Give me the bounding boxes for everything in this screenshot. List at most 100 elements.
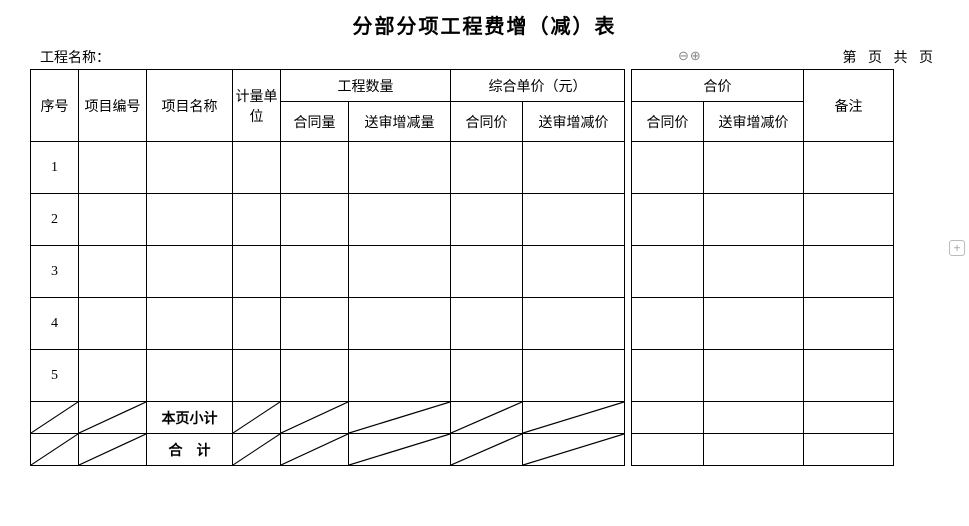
side-plus-icon[interactable]: + (949, 240, 965, 256)
diag-cell (523, 402, 625, 434)
cell (704, 298, 804, 350)
subtotal-label: 本页小计 (147, 402, 233, 434)
cell (704, 350, 804, 402)
cell (281, 246, 349, 298)
cell (704, 246, 804, 298)
page-title: 分部分项工程费增（减）表 (20, 10, 949, 39)
diag-cell (281, 402, 349, 434)
diag-cell (31, 402, 79, 434)
cell (451, 194, 523, 246)
cell (704, 194, 804, 246)
cell (281, 350, 349, 402)
cell (704, 142, 804, 194)
cell (349, 246, 451, 298)
cell-seq: 2 (31, 194, 79, 246)
cell (233, 246, 281, 298)
diag-cell (31, 434, 79, 466)
col-unit: 计量单位 (233, 70, 281, 142)
cell (281, 194, 349, 246)
cell (79, 298, 147, 350)
cell (79, 350, 147, 402)
cell (632, 434, 704, 466)
col-remark: 备注 (804, 70, 894, 142)
cell (804, 350, 894, 402)
col-total-change: 送审增减价 (704, 102, 804, 142)
col-total-group: 合价 (632, 70, 804, 102)
cell (632, 402, 704, 434)
cell (349, 194, 451, 246)
cell (704, 434, 804, 466)
cell-seq: 1 (31, 142, 79, 194)
pagination: 第 页 共 页 (839, 47, 938, 67)
cell-seq: 4 (31, 298, 79, 350)
cell (804, 246, 894, 298)
cell (349, 350, 451, 402)
cell (451, 246, 523, 298)
diag-cell (233, 402, 281, 434)
cell (233, 298, 281, 350)
cell-seq: 5 (31, 350, 79, 402)
cell (281, 298, 349, 350)
col-total-contract: 合同价 (632, 102, 704, 142)
minus-icon[interactable]: ⊖ (678, 48, 690, 63)
cell (79, 194, 147, 246)
diag-cell (79, 402, 147, 434)
col-price-contract: 合同价 (451, 102, 523, 142)
cell (632, 246, 704, 298)
diag-cell (451, 402, 523, 434)
cell (804, 194, 894, 246)
cell (523, 142, 625, 194)
diag-cell (281, 434, 349, 466)
cell (523, 298, 625, 350)
cell (523, 350, 625, 402)
cell (632, 298, 704, 350)
total-unit: 页 (919, 51, 933, 66)
diag-cell (349, 402, 451, 434)
main-table-right: 合价 备注 合同价 送审增减价 (631, 69, 894, 466)
diag-cell (233, 434, 281, 466)
cell (451, 298, 523, 350)
cell (804, 434, 894, 466)
col-item-code: 项目编号 (79, 70, 147, 142)
cell (147, 142, 233, 194)
col-qty-group: 工程数量 (281, 70, 451, 102)
table-container: 序号 项目编号 项目名称 计量单位 工程数量 综合单价（元） 合同量 送审增减量… (30, 69, 949, 466)
cell (349, 142, 451, 194)
zoom-controls: ⊖⊕ (678, 48, 702, 64)
cell (632, 142, 704, 194)
header-row: 工程名称： 第 页 共 页 (20, 47, 949, 67)
col-qty-change: 送审增减量 (349, 102, 451, 142)
cell-seq: 3 (31, 246, 79, 298)
page-unit: 页 (868, 51, 882, 66)
plus-icon[interactable]: ⊕ (690, 48, 702, 63)
total-label: 合 计 (147, 434, 233, 466)
cell (523, 194, 625, 246)
cell (147, 194, 233, 246)
main-table-left: 序号 项目编号 项目名称 计量单位 工程数量 综合单价（元） 合同量 送审增减量… (30, 69, 625, 466)
cell (451, 350, 523, 402)
cell (704, 402, 804, 434)
col-item-name: 项目名称 (147, 70, 233, 142)
col-price-change: 送审增减价 (523, 102, 625, 142)
cell (281, 142, 349, 194)
col-qty-contract: 合同量 (281, 102, 349, 142)
col-seq: 序号 (31, 70, 79, 142)
cell (804, 402, 894, 434)
page-prefix: 第 (843, 51, 857, 66)
diag-cell (79, 434, 147, 466)
cell (233, 194, 281, 246)
cell (147, 298, 233, 350)
cell (632, 350, 704, 402)
cell (349, 298, 451, 350)
diag-cell (349, 434, 451, 466)
cell (804, 142, 894, 194)
total-prefix: 共 (894, 51, 908, 66)
cell (523, 246, 625, 298)
cell (147, 350, 233, 402)
diag-cell (523, 434, 625, 466)
cell (79, 142, 147, 194)
cell (804, 298, 894, 350)
cell (147, 246, 233, 298)
col-price-group: 综合单价（元） (451, 70, 625, 102)
cell (233, 142, 281, 194)
